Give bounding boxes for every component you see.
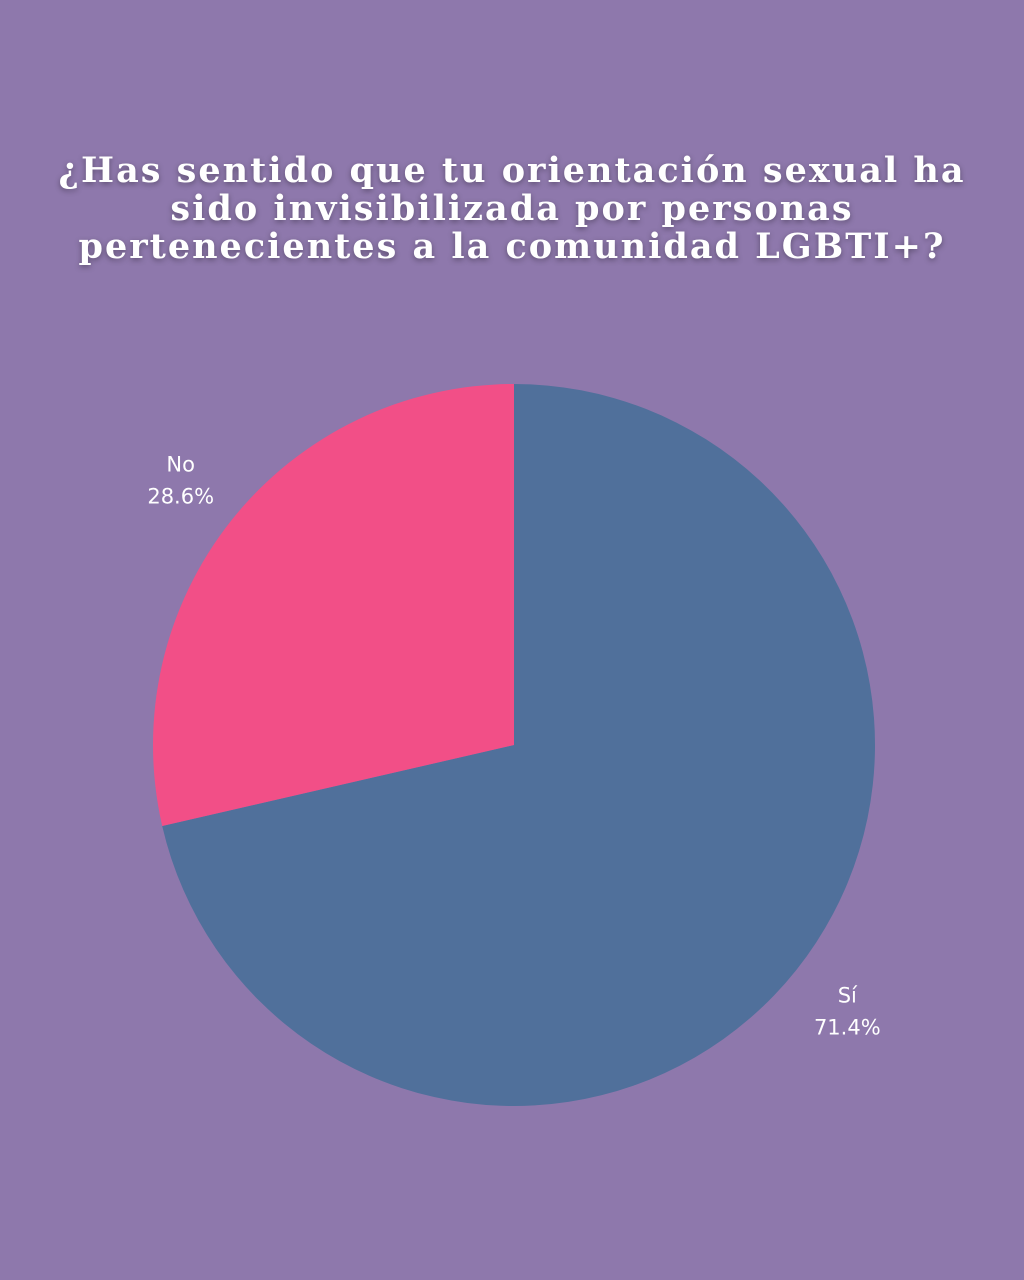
slice-percent-label: 28.6%	[147, 485, 214, 509]
slice-percent-label: 71.4%	[814, 1015, 881, 1039]
pie-slice-no	[153, 384, 514, 826]
pie-slice-si	[162, 384, 876, 1107]
slice-category-label: Sí	[838, 983, 858, 1007]
chart-title: ¿Has sentido que tu orientación sexual h…	[58, 150, 966, 267]
slice-category-label: No	[166, 453, 195, 477]
